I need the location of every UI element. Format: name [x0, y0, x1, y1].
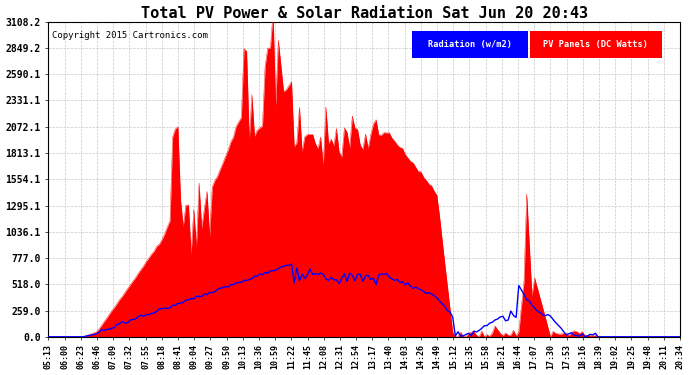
Title: Total PV Power & Solar Radiation Sat Jun 20 20:43: Total PV Power & Solar Radiation Sat Jun… — [141, 6, 588, 21]
Text: Copyright 2015 Cartronics.com: Copyright 2015 Cartronics.com — [52, 31, 208, 40]
Text: Radiation (w/m2): Radiation (w/m2) — [428, 40, 512, 49]
Text: PV Panels (DC Watts): PV Panels (DC Watts) — [544, 40, 649, 49]
FancyBboxPatch shape — [530, 31, 662, 58]
FancyBboxPatch shape — [411, 31, 529, 58]
